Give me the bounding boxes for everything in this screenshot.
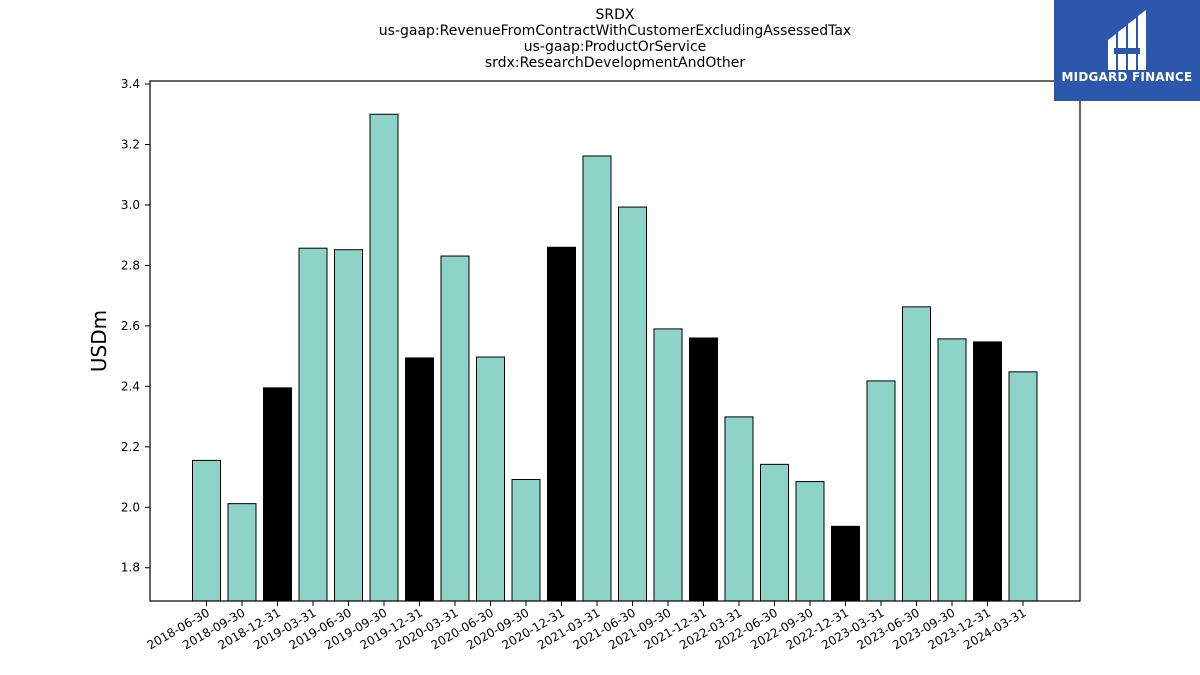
bar-2018-09-30 <box>227 503 257 602</box>
brand-logo: MIDGARD FINANCE <box>1054 0 1200 101</box>
bar-2021-12-31 <box>689 337 718 602</box>
y-tick-label: 1.8 <box>121 561 140 575</box>
bar-2019-09-30 <box>369 113 399 602</box>
y-axis-label: USDm <box>87 310 111 372</box>
y-tick-label: 2.4 <box>121 379 140 393</box>
chart-title: SRDX us-gaap:RevenueFromContractWithCust… <box>0 7 1200 71</box>
y-tick-label: 2.0 <box>121 500 140 514</box>
bar-2023-09-30 <box>937 338 967 602</box>
bar-2021-03-31 <box>582 155 612 602</box>
bar-2022-06-30 <box>760 463 789 602</box>
title-line-axis: us-gaap:ProductOrService <box>523 39 707 55</box>
plot-frame <box>149 80 1081 602</box>
bar-2019-12-31 <box>405 357 434 602</box>
bar-2021-06-30 <box>618 206 647 602</box>
bar-2019-06-30 <box>334 249 363 602</box>
y-tick-label: 3.0 <box>121 198 140 212</box>
midgard-logo-icon <box>1108 10 1146 70</box>
bar-2018-12-31 <box>263 387 292 602</box>
bar-2022-12-31 <box>831 525 860 602</box>
title-line-member: srdx:ResearchDevelopmentAndOther <box>484 55 746 71</box>
bar-2023-12-31 <box>973 341 1002 602</box>
bar-2020-09-30 <box>511 478 541 602</box>
bar-2021-09-30 <box>653 328 683 602</box>
y-tick-label: 2.8 <box>121 258 140 272</box>
bar-2020-06-30 <box>476 356 505 602</box>
bar-2022-09-30 <box>795 481 825 602</box>
bar-2019-03-31 <box>298 247 328 602</box>
y-tick-label: 2.2 <box>121 440 140 454</box>
title-line-ticker: SRDX <box>595 7 635 23</box>
title-line-concept: us-gaap:RevenueFromContractWithCustomerE… <box>378 23 852 39</box>
bar-2024-03-31 <box>1008 371 1038 602</box>
bar-2020-03-31 <box>440 255 470 602</box>
y-tick-label: 3.2 <box>121 137 140 151</box>
bar-2020-12-31 <box>547 246 576 602</box>
y-tick-label: 3.4 <box>121 77 140 91</box>
brand-name: MIDGARD FINANCE <box>1061 70 1193 84</box>
y-tick-label: 2.6 <box>121 319 140 333</box>
bar-2018-06-30 <box>192 459 221 602</box>
bar-2023-03-31 <box>866 380 896 602</box>
bar-2023-06-30 <box>902 306 931 602</box>
bar-2022-03-31 <box>724 416 754 602</box>
